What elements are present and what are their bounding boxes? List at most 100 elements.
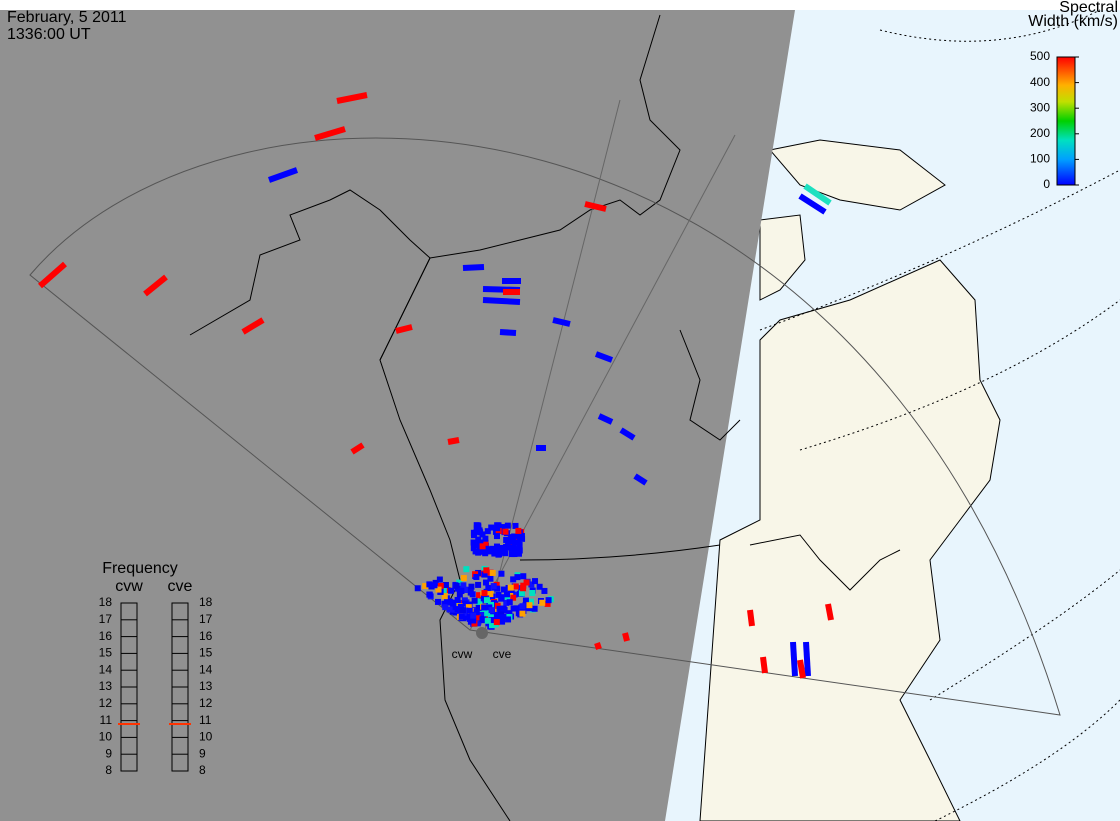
frequency-title: Frequency — [102, 560, 178, 577]
echo-cell — [475, 536, 482, 543]
echo-cell — [479, 616, 486, 623]
echo-cell — [488, 617, 495, 624]
radar-label: cvw — [452, 647, 473, 661]
echoes — [38, 92, 834, 679]
frequency-radar: cvw — [115, 578, 143, 595]
echo-cell — [493, 611, 500, 618]
echo-cell — [465, 604, 472, 611]
echo-cell — [508, 551, 515, 558]
echo-cell — [544, 600, 551, 607]
date: February, 5 2011 — [7, 9, 127, 26]
frequency-tick-label: 13 — [99, 679, 113, 693]
echo-cell — [502, 528, 509, 535]
echo-cell — [532, 578, 539, 585]
echo-cell — [482, 579, 489, 586]
echo-cell — [479, 531, 486, 538]
echo-cell — [476, 527, 483, 534]
colorbar-tick-label: 0 — [1043, 177, 1050, 191]
border-alaska — [379, 257, 431, 361]
echo-cell — [503, 536, 510, 543]
echo-cell — [494, 585, 501, 592]
echo-cell — [520, 573, 527, 580]
echo-cell — [487, 591, 494, 598]
echo-cell — [520, 585, 527, 592]
echo-cell — [518, 590, 525, 597]
echo-cell — [440, 587, 447, 594]
echo-cell — [450, 603, 457, 610]
echo-cell — [482, 539, 489, 546]
echo-cell — [488, 524, 495, 531]
echo-cell — [441, 600, 448, 607]
echo-cell — [528, 581, 535, 588]
echo-cell — [481, 590, 488, 597]
echo-cell — [496, 605, 503, 612]
echo-cell — [504, 591, 511, 598]
echo-cell — [545, 597, 552, 604]
echo-cell — [426, 591, 433, 598]
colorbar-tick-label: 300 — [1030, 100, 1050, 114]
frequency-tick-label: 12 — [99, 696, 113, 710]
echo-cell — [470, 612, 477, 619]
frequency-tick-label: 17 — [199, 612, 213, 626]
echo-cell — [484, 528, 491, 535]
echo-cell — [475, 581, 482, 588]
echo-cell — [498, 614, 505, 621]
frequency-tick-label: 16 — [199, 629, 213, 643]
echo-cell — [529, 590, 536, 597]
coast-lakes — [749, 534, 901, 591]
echo-cell — [480, 595, 487, 602]
colorbar — [1056, 56, 1076, 186]
echo-cell — [509, 538, 516, 545]
echo-cell — [474, 614, 481, 621]
echo-cell — [495, 591, 502, 598]
echo-cell — [456, 591, 463, 598]
echo-cell — [469, 591, 476, 598]
echo-cell — [479, 611, 486, 618]
echo-cell — [512, 522, 519, 529]
echo-cell — [484, 617, 491, 624]
echo-cell — [506, 599, 513, 606]
echo-cell — [442, 582, 449, 589]
echo-cell — [491, 616, 498, 623]
land-labrador — [759, 214, 806, 301]
echo-cell — [444, 587, 451, 594]
frequency-tick-label: 9 — [105, 746, 112, 760]
frequency-tick-label: 18 — [199, 595, 213, 609]
frequency-tick-label: 10 — [199, 730, 213, 744]
echo-cell — [490, 583, 497, 590]
land-east — [699, 259, 1001, 821]
echo-cell — [479, 547, 486, 554]
echo-cell — [481, 571, 488, 578]
echo-cell — [470, 539, 477, 546]
grid-circles — [759, 9, 1120, 821]
echo-cell — [489, 569, 496, 576]
radar-site — [476, 627, 488, 639]
frequency-tick-label: 9 — [199, 746, 206, 760]
echo-cell — [468, 583, 475, 590]
echo-cell — [516, 541, 523, 548]
echo-cell — [527, 598, 534, 605]
frequency-tick-label: 16 — [99, 629, 113, 643]
echo-cell — [502, 613, 509, 620]
echo-cell — [473, 573, 480, 580]
echo-cell — [493, 546, 500, 553]
echo-cell — [476, 598, 483, 605]
echo-cell — [460, 582, 467, 589]
echo-cell — [503, 543, 510, 550]
echo-cell — [502, 550, 509, 557]
echo-cell — [522, 597, 529, 604]
echo-cell — [503, 599, 510, 606]
echo-cell — [458, 613, 465, 620]
echo-cell — [459, 607, 466, 614]
echo-cell — [519, 603, 526, 610]
echo-cell — [437, 582, 444, 589]
echo-cell — [487, 575, 494, 582]
echo-cell — [519, 535, 526, 542]
echo-cell — [500, 605, 507, 612]
echo-cell — [431, 582, 438, 589]
echo-cell — [493, 533, 500, 540]
echo-cell — [474, 620, 481, 627]
echo-cell — [481, 604, 488, 611]
echo-cell — [466, 615, 473, 622]
frequency-radar: cve — [168, 578, 193, 595]
